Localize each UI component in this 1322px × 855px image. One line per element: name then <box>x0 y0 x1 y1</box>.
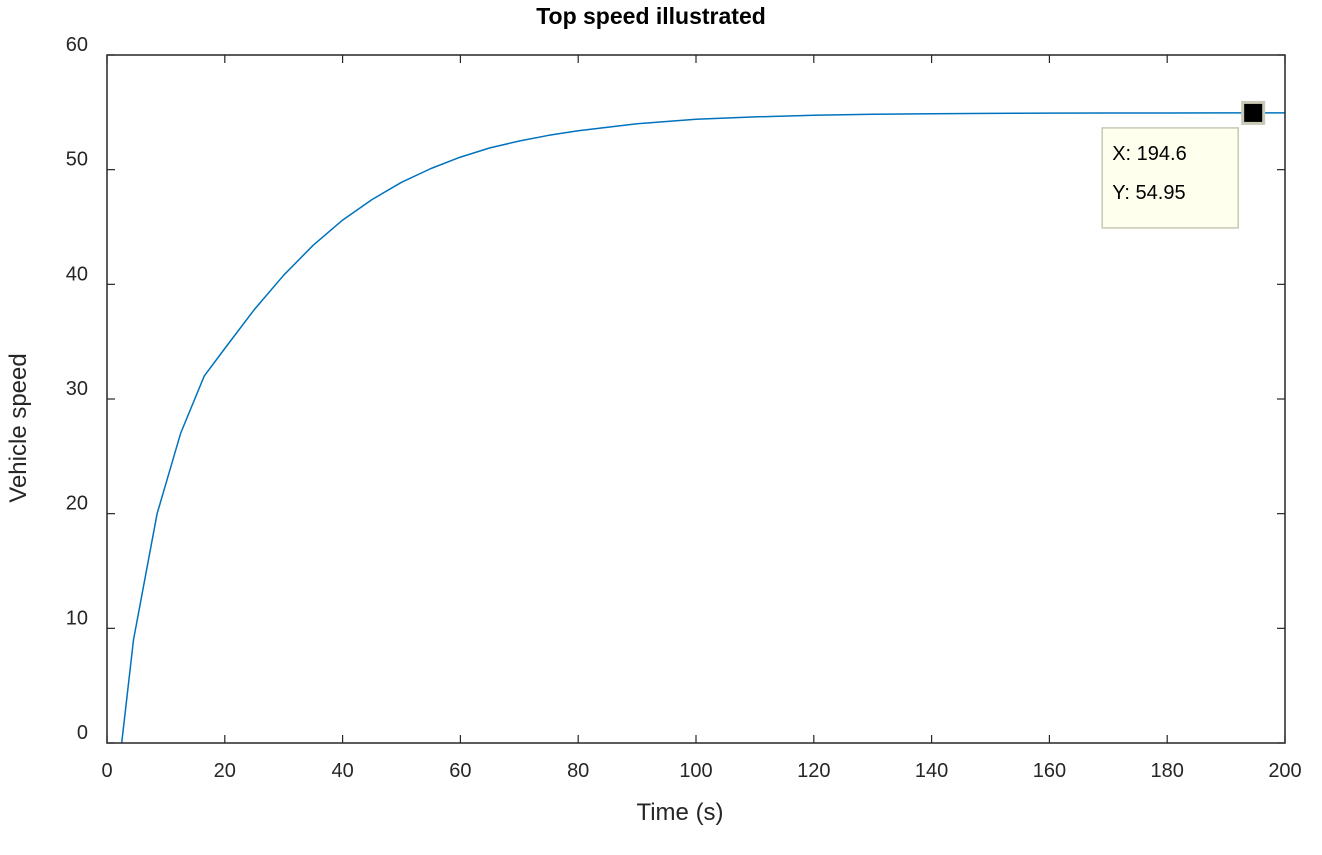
chart-title: Top speed illustrated <box>536 3 766 29</box>
y-tick-label: 20 <box>66 493 88 515</box>
y-tick-label: 40 <box>66 263 88 285</box>
y-tick-label: 60 <box>66 34 88 56</box>
datatip-y-text: Y: 54.95 <box>1112 182 1185 204</box>
x-tick-label: 100 <box>679 760 712 782</box>
y-tick-label: 30 <box>66 378 88 400</box>
y-tick-labels: 0 10 20 30 40 50 60 <box>66 34 88 744</box>
datatip-x-text: X: 194.6 <box>1112 143 1187 165</box>
y-tick-label: 10 <box>66 607 88 629</box>
x-tick-label: 200 <box>1268 760 1301 782</box>
x-tick-label: 40 <box>331 760 353 782</box>
x-axis-label: Time (s) <box>636 799 723 826</box>
y-axis-label: Vehicle speed <box>5 353 32 502</box>
x-tick-labels: 0 20 40 60 80 100 120 140 160 180 200 <box>101 760 1301 782</box>
x-tick-label: 20 <box>214 760 236 782</box>
x-tick-label: 180 <box>1151 760 1184 782</box>
x-tick-label: 120 <box>797 760 830 782</box>
datatip-box <box>1101 127 1239 229</box>
plot-area <box>107 55 1285 743</box>
data-layer <box>120 112 1285 744</box>
axes-box <box>106 54 1286 744</box>
x-tick-label: 160 <box>1033 760 1066 782</box>
x-tick-label: 0 <box>101 760 112 782</box>
datatip[interactable]: X: 194.6 Y: 54.95 <box>1101 100 1266 229</box>
x-tick-label: 60 <box>449 760 471 782</box>
x-tick-label: 80 <box>567 760 589 782</box>
tick-marks <box>106 54 1286 744</box>
datatip-marker-core <box>1244 103 1263 122</box>
x-tick-label: 140 <box>915 760 948 782</box>
series-line-0 <box>120 112 1285 744</box>
y-tick-label: 0 <box>77 722 88 744</box>
y-tick-label: 50 <box>66 149 88 171</box>
